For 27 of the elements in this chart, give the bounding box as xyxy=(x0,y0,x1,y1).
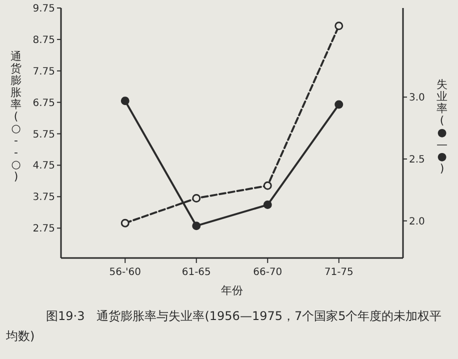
y-tick-label: 4.75 xyxy=(32,160,55,172)
point xyxy=(263,181,272,190)
y-tick-label: 2.75 xyxy=(32,224,55,235)
point xyxy=(334,100,344,109)
x-axis-title: 年份 xyxy=(221,284,243,297)
point xyxy=(192,194,201,202)
text: 通货膨胀率 (○--○) xyxy=(10,50,22,183)
y-tick-label: 3.75 xyxy=(32,192,55,204)
caption: 图19·3 通货膨胀率与失业率(1956—1975，7个国家5个年度的未加权平均数) xyxy=(6,308,443,345)
point xyxy=(334,22,344,30)
point xyxy=(120,96,130,106)
y2-tick-label: 2.5 xyxy=(409,154,425,166)
y-tick-label: 9.75 xyxy=(32,4,55,14)
y-tick-label: 8.75 xyxy=(32,34,55,46)
y2-tick-label: 3.0 xyxy=(409,92,425,104)
y2-axis-title: 失业率 (●—●) xyxy=(436,78,448,175)
point xyxy=(192,222,201,230)
x-tick-label: 56-'60 xyxy=(109,267,142,278)
point xyxy=(120,218,130,228)
y2-tick-label: 2.0 xyxy=(409,216,425,228)
x-tick-label: 71-75 xyxy=(324,267,354,278)
y-tick-label: 6.75 xyxy=(32,98,55,109)
x-tick-label: 66-70 xyxy=(253,267,282,278)
point xyxy=(263,200,272,210)
y-tick-label: 5.75 xyxy=(32,129,55,140)
x-tick-label: 61-65 xyxy=(182,267,211,278)
y-tick-label: 7.75 xyxy=(32,66,55,78)
